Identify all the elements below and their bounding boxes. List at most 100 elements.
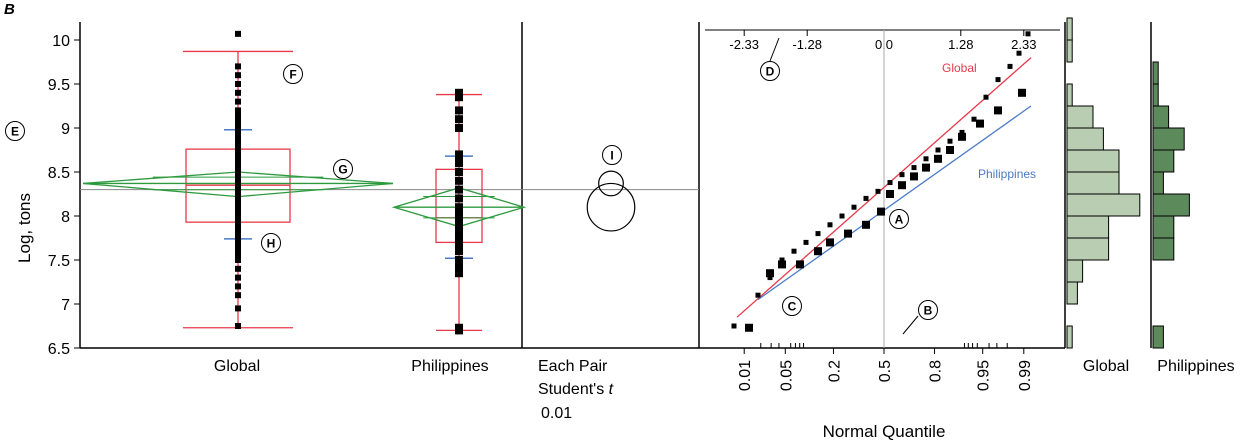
y-tick-label: 10 — [52, 33, 70, 50]
data-point — [235, 98, 241, 105]
quantile-point — [844, 229, 852, 238]
histogram-bar — [1152, 127, 1185, 151]
data-point — [455, 323, 463, 332]
quantile-point — [934, 154, 942, 163]
callout-letter: D — [766, 65, 775, 79]
quantile-point — [875, 188, 881, 194]
data-point — [235, 239, 241, 246]
quantile-point — [796, 260, 804, 269]
y-tick-label: 7.5 — [48, 253, 70, 270]
data-point — [235, 142, 241, 149]
data-point — [455, 194, 463, 203]
data-point — [455, 247, 463, 256]
y-axis-title: Log, tons — [15, 193, 34, 263]
callout-letter: E — [11, 125, 19, 139]
data-point — [455, 216, 463, 225]
data-point — [455, 124, 463, 132]
quantile-point — [766, 269, 774, 278]
quantile-point — [947, 138, 953, 144]
quantile-point — [946, 146, 954, 154]
callout-circle — [889, 209, 909, 229]
callout-circle — [333, 159, 353, 179]
data-point — [455, 159, 463, 168]
each-pair-label: Each Pair — [538, 358, 608, 375]
quantile-point — [778, 260, 786, 269]
category-label-philippines: Philippines — [411, 358, 488, 375]
histogram-bar — [1152, 105, 1170, 129]
data-point — [235, 230, 241, 237]
normal-quantile-plot: -2.33 -1.28 0.0 1.28 2.330.01 0.05 0.2 0.5 0.8 0.… — [705, 29, 1060, 391]
series-label-global: Global — [942, 61, 977, 75]
data-point — [455, 242, 463, 251]
data-point — [235, 195, 241, 202]
histogram-bar — [1066, 149, 1120, 173]
quantile-point — [994, 106, 1002, 115]
quantile-point — [976, 119, 984, 128]
comparison-circle — [598, 170, 624, 197]
data-point — [235, 164, 241, 171]
data-point — [235, 274, 241, 281]
data-point — [455, 176, 463, 185]
leader-line — [902, 315, 919, 335]
data-point — [455, 260, 463, 269]
data-point — [235, 133, 241, 140]
y-tick-label: 6.5 — [48, 341, 70, 358]
callout-letter: F — [289, 68, 296, 82]
data-point — [235, 81, 241, 87]
quantile-tick-label: 0.8 — [928, 360, 945, 382]
callout-circle — [760, 61, 780, 81]
data-point — [235, 125, 241, 131]
category-label-global: Global — [214, 358, 260, 375]
quantile-tick-label: 0.5 — [877, 360, 894, 382]
data-point — [235, 138, 241, 145]
quantile-point — [731, 323, 737, 329]
fit-line — [736, 57, 1032, 318]
quantile-point — [863, 195, 869, 201]
histogram-bar — [1152, 325, 1164, 349]
alpha-label: 0.01 — [541, 405, 572, 422]
data-point — [235, 155, 241, 162]
y-tick-label: 9.5 — [48, 77, 70, 94]
histogram-bar — [1152, 237, 1175, 261]
z-tick-label: 2.33 — [1011, 37, 1036, 52]
quantile-point — [814, 247, 822, 256]
y-tick-label: 9 — [61, 121, 70, 138]
quantile-point — [1025, 31, 1031, 37]
quantile-point — [886, 190, 894, 198]
data-point — [235, 116, 241, 123]
y-tick-label: 8.5 — [48, 165, 70, 182]
quantile-point — [767, 275, 773, 281]
data-point — [235, 248, 241, 255]
data-point — [235, 213, 241, 219]
histogram-bar — [1152, 193, 1190, 217]
data-point — [235, 243, 241, 250]
comparison-circles — [586, 170, 636, 232]
data-point — [235, 63, 241, 70]
histogram-bar — [1066, 171, 1120, 195]
data-point — [235, 252, 241, 259]
data-point — [235, 182, 241, 189]
data-point — [235, 199, 241, 206]
data-point — [455, 220, 463, 229]
data-point — [455, 234, 463, 242]
callout-circle — [602, 145, 622, 165]
data-point — [235, 160, 241, 167]
quantile-tick-label: 0.05 — [778, 360, 795, 391]
data-point — [235, 173, 241, 180]
callout-letter: G — [338, 163, 347, 177]
data-point — [235, 30, 241, 37]
data-point — [235, 305, 241, 312]
data-point — [235, 204, 241, 211]
callout-circle — [261, 233, 281, 253]
data-point — [235, 226, 241, 233]
histogram-bar — [1066, 325, 1073, 349]
histogram-bar — [1066, 39, 1073, 63]
quantile-point — [887, 180, 893, 186]
quantile-point — [935, 147, 941, 153]
fit-line — [757, 105, 1032, 301]
callout-letter: I — [610, 149, 613, 163]
data-point — [235, 177, 241, 184]
data-point — [455, 185, 463, 194]
quantile-point — [1016, 50, 1022, 56]
quantile-point — [877, 207, 885, 216]
